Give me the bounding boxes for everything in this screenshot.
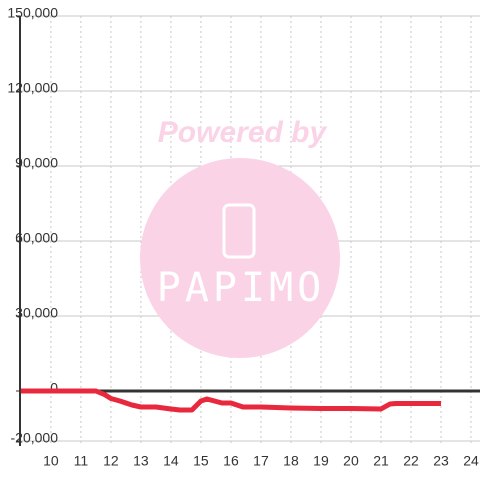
y-tick-label: 60,000 xyxy=(15,230,58,246)
x-tick-label: 11 xyxy=(74,453,89,469)
x-tick-label: 10 xyxy=(43,453,59,469)
watermark-icon xyxy=(222,203,256,259)
y-tick-label: 150,000 xyxy=(7,5,58,21)
x-tick-label: 14 xyxy=(163,453,179,469)
y-tick-label: 30,000 xyxy=(15,305,58,321)
x-tick-label: 18 xyxy=(283,453,299,469)
x-tick-label: 20 xyxy=(343,453,359,469)
x-tick-label: 13 xyxy=(133,453,149,469)
y-tick-label: -20,000 xyxy=(11,430,59,446)
watermark-text: Powered by xyxy=(158,116,328,149)
x-tick-label: 15 xyxy=(193,453,209,469)
x-tick-label: 16 xyxy=(223,453,239,469)
watermark-logo: PAPIMO xyxy=(157,265,326,311)
y-tick-label: 0 xyxy=(50,380,58,396)
y-tick-label: 120,000 xyxy=(7,80,58,96)
x-tick-label: 19 xyxy=(313,453,329,469)
y-tick-label: 90,000 xyxy=(15,155,58,171)
x-tick-label: 23 xyxy=(433,453,449,469)
x-tick-label: 21 xyxy=(373,453,389,469)
line xyxy=(20,388,441,413)
x-tick-label: 12 xyxy=(103,453,119,469)
x-tick-label: 24 xyxy=(463,453,479,469)
x-tick-label: 22 xyxy=(403,453,419,469)
x-tick-label: 17 xyxy=(253,453,269,469)
